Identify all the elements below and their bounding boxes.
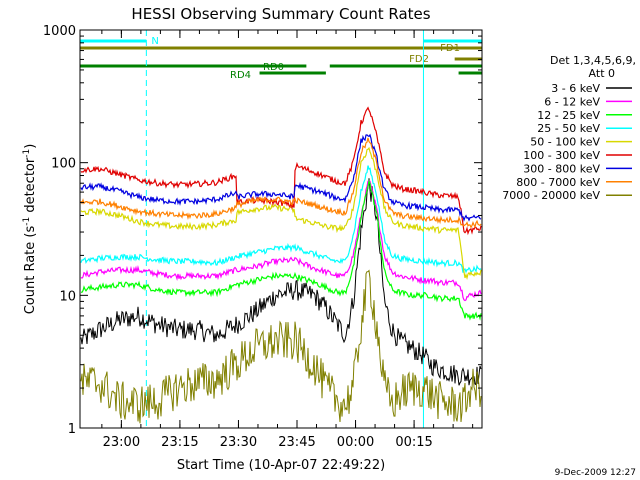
series-line: [80, 165, 482, 274]
legend-label: 50 - 100 keV: [530, 136, 600, 149]
axis-ticks: 1 10 100 1000 23:00 23:15 23:30 23:45 00:00 00:15: [43, 24, 482, 450]
timestamp: 9-Dec-2009 12:27: [555, 468, 636, 478]
flag-label: RD0: [263, 62, 284, 73]
series-line: [80, 133, 482, 222]
plot-frame: [79, 29, 483, 429]
series-line: [80, 179, 482, 302]
flag-label: FD1: [440, 43, 460, 54]
series-line: [80, 269, 482, 424]
legend-label: 800 - 7000 keV: [516, 176, 600, 189]
y-tick-label: 10: [59, 289, 76, 304]
legend-label: 3 - 6 keV: [551, 82, 600, 95]
flag-bars: N FD1 FD2 RD0 RD4: [80, 36, 482, 81]
y-axis-label: Count Rate (s-1 detector-1): [22, 144, 38, 315]
series-line: [80, 137, 482, 229]
legend-label: 25 - 50 keV: [537, 122, 600, 135]
x-tick-label: 23:00: [103, 435, 140, 450]
x-tick-label: 23:30: [220, 435, 257, 450]
x-tick-label: 00:00: [337, 435, 374, 450]
flag-label: FD2: [409, 54, 429, 65]
x-tick-label: 23:45: [278, 435, 315, 450]
y-tick-label: 1000: [43, 24, 76, 39]
y-tick-label: 1: [68, 422, 76, 437]
series-line: [80, 178, 482, 386]
flag-label: RD4: [230, 70, 251, 81]
legend-label: 12 - 25 keV: [537, 109, 600, 122]
legend-label: 6 - 12 keV: [544, 95, 600, 108]
legend-label: 7000 - 20000 keV: [502, 189, 600, 202]
series-lines: [80, 106, 482, 424]
legend-header: Det 1,3,4,5,6,9,: [550, 54, 636, 67]
flag-label: N: [151, 36, 158, 47]
legend-label: 300 - 800 keV: [523, 162, 600, 175]
chart-title: HESSI Observing Summary Count Rates: [131, 5, 430, 23]
y-tick-label: 100: [51, 157, 76, 172]
series-line: [80, 178, 482, 321]
legend-label: 100 - 300 keV: [523, 149, 600, 162]
x-axis-label: Start Time (10-Apr-07 22:49:22): [177, 458, 385, 473]
x-tick-label: 23:15: [161, 435, 198, 450]
x-tick-label: 00:15: [395, 435, 432, 450]
legend-header: Att 0: [589, 67, 615, 80]
series-line: [80, 146, 482, 281]
